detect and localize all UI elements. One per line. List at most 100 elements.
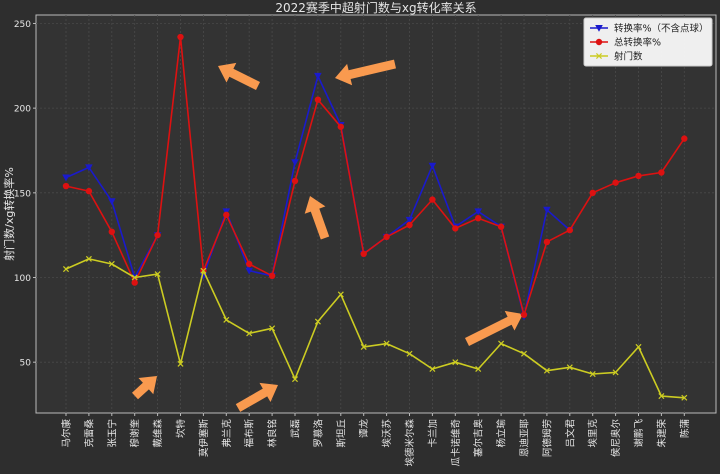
point-marker xyxy=(612,179,619,186)
series-group xyxy=(62,33,688,401)
point-marker xyxy=(635,343,642,350)
point-marker xyxy=(360,343,367,350)
x-tick-label: 瓜卡诺维奇 xyxy=(450,419,462,467)
point-marker xyxy=(291,177,299,185)
point-marker xyxy=(246,330,253,337)
point-marker xyxy=(429,365,436,372)
point-marker xyxy=(200,267,207,274)
x-tick-label: 杨立瑜 xyxy=(496,419,508,448)
point-marker xyxy=(337,291,344,298)
point-marker xyxy=(269,325,276,332)
annotation-arrows xyxy=(132,59,523,412)
x-tick-label: 戴维森 xyxy=(152,419,164,448)
legend-label: 射门数 xyxy=(614,51,643,63)
point-marker xyxy=(497,223,505,230)
x-tick-label: 塞尔吉奥 xyxy=(473,419,485,458)
point-marker xyxy=(131,279,138,286)
legend: 转换率%（不含点球） 总转换率% 射门数 xyxy=(583,17,713,67)
point-marker xyxy=(245,267,253,275)
x-tick-label: 张玉宁 xyxy=(106,419,118,448)
x-tick-label: 陈蒲 xyxy=(679,419,691,438)
y-tick-label: 200 xyxy=(14,105,31,115)
x-tick-label: 埃里克 xyxy=(587,419,599,448)
x-tick-label: 马尔康 xyxy=(61,419,73,448)
point-marker xyxy=(85,164,93,172)
y-ticks: 50 100 150 200 250 xyxy=(14,20,36,369)
series-line xyxy=(65,36,685,316)
legend-label: 转换率%（不含点球） xyxy=(614,23,709,35)
point-marker xyxy=(268,272,276,280)
x-tick-label: 穆谢奎 xyxy=(129,419,141,448)
point-marker xyxy=(314,318,321,325)
point-marker xyxy=(475,365,482,372)
series-1 xyxy=(62,33,688,318)
point-marker xyxy=(314,72,322,80)
y-tick-label: 150 xyxy=(14,189,31,199)
point-marker xyxy=(566,226,573,234)
x-tick-label: 侯尼奥尔 xyxy=(610,419,622,458)
point-marker xyxy=(154,271,161,278)
point-marker xyxy=(177,33,184,41)
point-marker xyxy=(406,350,413,357)
point-marker xyxy=(474,208,482,216)
point-marker xyxy=(612,369,619,376)
point-marker xyxy=(520,311,528,318)
point-marker xyxy=(595,52,603,60)
x-tick-label: 埃沃苏 xyxy=(381,419,393,448)
legend-box xyxy=(583,17,713,67)
x-tick-label: 福布斯 xyxy=(244,419,256,448)
point-marker xyxy=(543,238,551,246)
point-marker xyxy=(428,162,437,170)
x-tick-label: 谭龙 xyxy=(358,419,370,439)
x-tick-label: 吕文君 xyxy=(564,419,576,448)
y-tick-label: 250 xyxy=(14,20,31,30)
point-marker xyxy=(452,359,459,366)
point-marker xyxy=(383,340,390,347)
x-tick-label: 克雷桑 xyxy=(84,419,95,448)
point-marker xyxy=(62,182,70,190)
point-marker xyxy=(566,364,573,371)
point-marker xyxy=(85,255,92,262)
point-marker xyxy=(337,123,344,130)
plot-area xyxy=(35,14,717,414)
x-tick-label: 朱建荣 xyxy=(656,419,668,448)
legend-entry: 射门数 xyxy=(590,51,643,63)
x-tick-label: 阿德姆劳 xyxy=(541,419,553,457)
point-marker xyxy=(589,189,596,197)
grid xyxy=(36,15,716,413)
point-marker xyxy=(62,174,70,182)
point-marker xyxy=(131,274,138,281)
point-marker xyxy=(85,187,93,195)
point-marker xyxy=(595,24,603,32)
x-tick-label: 武磊 xyxy=(290,419,302,439)
point-marker xyxy=(62,266,70,273)
point-marker xyxy=(223,316,230,323)
series-line xyxy=(65,258,685,399)
point-marker xyxy=(658,169,665,176)
point-marker xyxy=(429,196,436,203)
annotation-arrow-icon xyxy=(218,62,260,90)
annotation-arrow-icon xyxy=(304,196,330,240)
legend-entry: 总转换率% xyxy=(590,37,661,49)
point-marker xyxy=(498,340,505,347)
point-marker xyxy=(543,206,551,214)
x-tick-label: 斯坦丘 xyxy=(335,419,347,448)
point-marker xyxy=(475,215,482,222)
annotation-arrow-icon xyxy=(335,59,396,86)
y-tick-label: 100 xyxy=(14,274,31,284)
y-tick-label: 50 xyxy=(20,359,32,369)
point-marker xyxy=(383,233,390,241)
point-marker xyxy=(108,260,115,267)
chart-title: 2022赛季中超射门数与xg转化率关系 xyxy=(275,0,476,15)
point-marker xyxy=(246,260,253,268)
point-marker xyxy=(291,159,299,167)
annotation-arrow-icon xyxy=(235,382,278,412)
x-tick-label: 弗兰克 xyxy=(221,419,233,448)
annotation-arrow-icon xyxy=(132,376,157,400)
point-marker xyxy=(681,135,688,142)
x-tick-label: 谢鹏飞 xyxy=(633,419,645,448)
series-2 xyxy=(62,255,688,401)
legend-entry: 转换率%（不含点球） xyxy=(590,23,709,35)
point-marker xyxy=(314,96,322,103)
